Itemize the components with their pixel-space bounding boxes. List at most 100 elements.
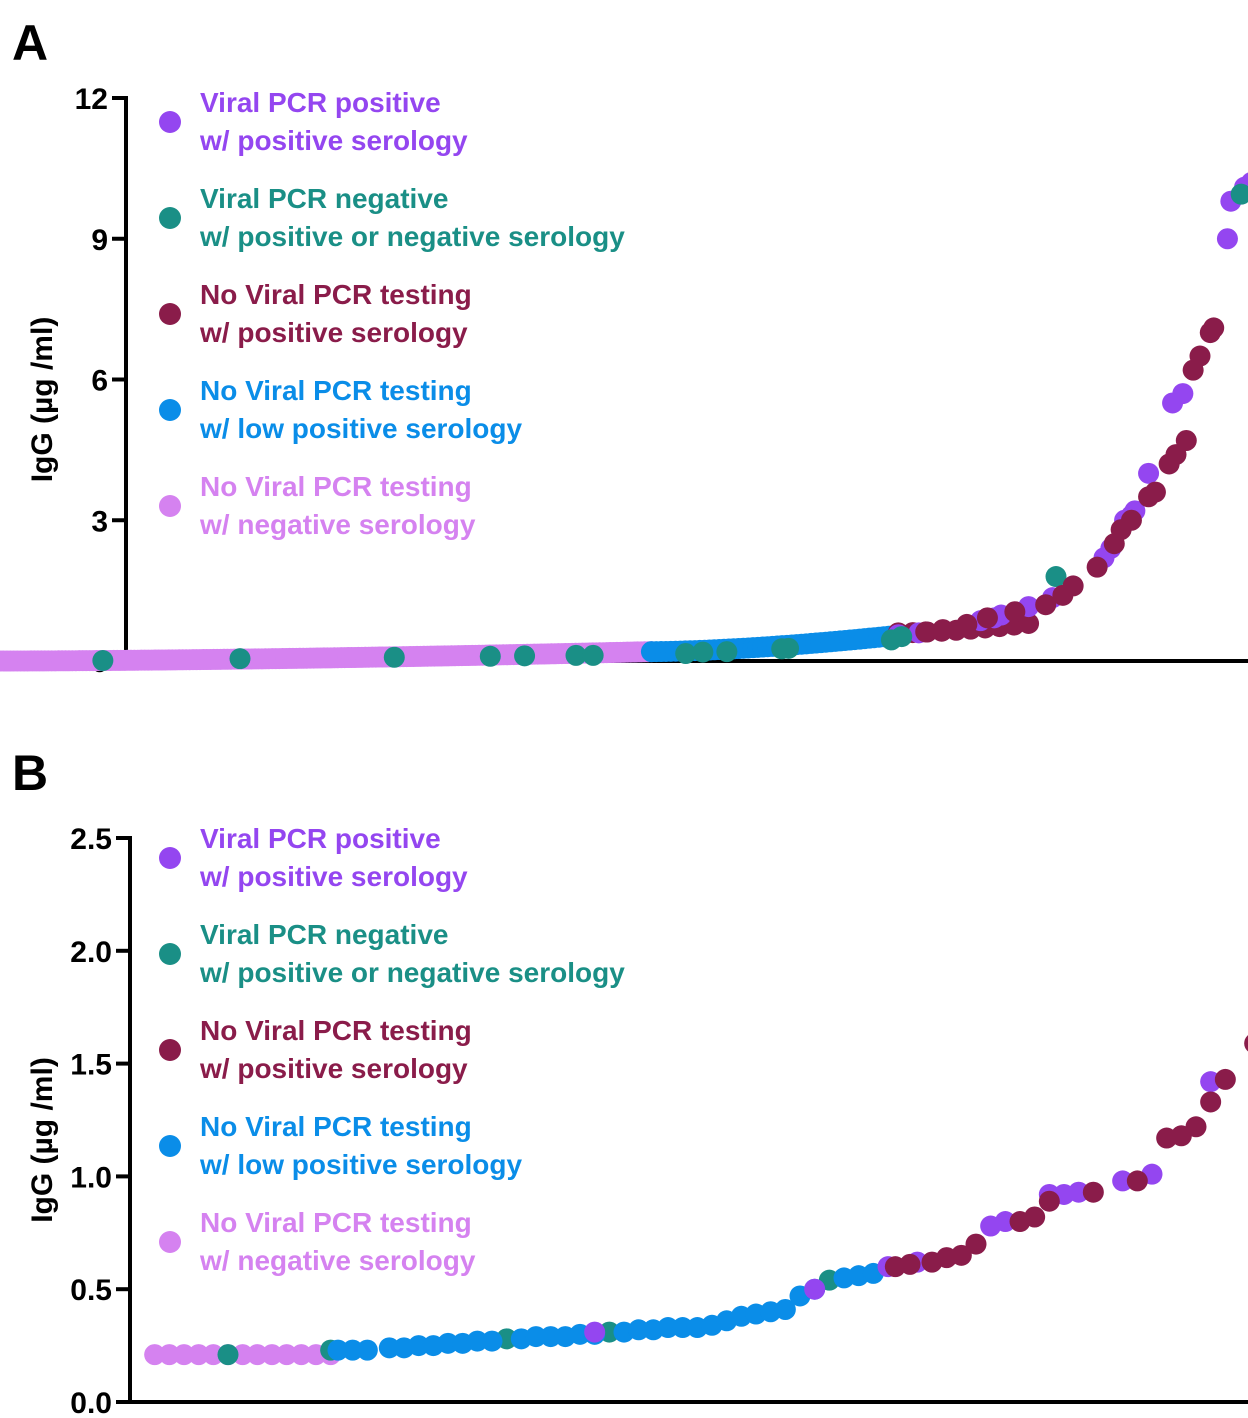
legend-label-line1: No Viral PCR testing [200, 1015, 472, 1046]
data-point [657, 1317, 679, 1339]
data-point [976, 607, 998, 629]
data-point [437, 1332, 459, 1354]
data-point [1203, 317, 1225, 339]
data-point [276, 1344, 298, 1366]
data-point [188, 1344, 210, 1366]
data-point [290, 1344, 312, 1366]
data-points [144, 1035, 1248, 1366]
data-point [1144, 481, 1166, 503]
data-point [1120, 509, 1142, 531]
y-tick-label: 6 [91, 365, 108, 398]
legend-label-line2: w/ low positive serology [199, 1149, 522, 1180]
y-axis-title: IgG (µg /ml) [26, 317, 59, 483]
data-point [217, 1344, 239, 1366]
data-point [778, 637, 800, 659]
data-point [994, 1211, 1016, 1233]
legend-label-line1: No Viral PCR testing [200, 471, 472, 502]
data-point [1112, 1170, 1134, 1192]
data-point [584, 1321, 606, 1343]
y-tick-label: 3 [91, 505, 108, 538]
legend-marker [159, 207, 181, 229]
data-point [1068, 1181, 1090, 1203]
data-point [261, 1344, 283, 1366]
legend-label-line1: No Viral PCR testing [200, 1111, 472, 1142]
y-axis-title: IgG (µg /ml) [26, 1057, 59, 1223]
data-point [525, 1326, 547, 1348]
data-point [1200, 1091, 1222, 1113]
data-point [202, 1344, 224, 1366]
data-point [1189, 345, 1211, 367]
data-point [466, 1330, 488, 1352]
data-point [582, 644, 604, 666]
data-point [915, 621, 937, 643]
data-point [1185, 1116, 1207, 1138]
legend-label-line2: w/ negative serology [199, 1245, 476, 1276]
data-point [716, 641, 738, 663]
data-point [408, 1335, 430, 1357]
data-point [628, 1319, 650, 1341]
data-point [565, 644, 587, 666]
data-point [891, 626, 913, 648]
legend-marker [159, 111, 181, 133]
legend-label-line2: w/ low positive serology [199, 413, 522, 444]
data-point [246, 1344, 268, 1366]
data-point [1038, 1190, 1060, 1212]
data-point [158, 1344, 180, 1366]
legend-label-line2: w/ positive or negative serology [199, 957, 625, 988]
data-point [1035, 594, 1057, 616]
data-point [514, 645, 536, 667]
legend-marker [159, 1231, 181, 1253]
data-point [1045, 566, 1067, 588]
data-point [232, 1344, 254, 1366]
legend-marker [159, 399, 181, 421]
data-point [481, 1330, 503, 1352]
data-point [672, 1317, 694, 1339]
data-point [1062, 575, 1084, 597]
data-point [1172, 383, 1194, 405]
data-point [1126, 1170, 1148, 1192]
legend-label-line1: No Viral PCR testing [200, 279, 472, 310]
data-point [932, 619, 954, 641]
data-point [956, 613, 978, 635]
data-point [1244, 1035, 1248, 1052]
legend-marker [159, 943, 181, 965]
legend-label-line1: No Viral PCR testing [200, 1207, 472, 1238]
data-point [327, 1339, 349, 1361]
y-tick-label: 9 [91, 224, 108, 257]
panel-b-letter: B [12, 745, 48, 801]
data-point [1086, 556, 1108, 578]
y-tick-label: 0.5 [70, 1274, 112, 1307]
data-point [950, 1244, 972, 1266]
legend-marker [159, 303, 181, 325]
legend: Viral PCR positive w/ positive serology Vi… [159, 823, 625, 1276]
legend-label-line1: Viral PCR positive [200, 87, 441, 118]
y-tick-label: 2.0 [70, 936, 112, 969]
data-point [173, 1344, 195, 1366]
data-points [0, 172, 1248, 672]
legend-label-line2: w/ positive or negative serology [199, 221, 625, 252]
y-tick-label: 0.0 [70, 1387, 112, 1418]
legend-marker [159, 847, 181, 869]
legend-label-line1: Viral PCR negative [200, 183, 448, 214]
legend-label-line2: w/ positive serology [199, 125, 468, 156]
data-point [356, 1339, 378, 1361]
legend-label-line2: w/ positive serology [199, 1053, 468, 1084]
y-tick-label: 1.5 [70, 1049, 112, 1082]
data-point [479, 645, 501, 667]
data-point [1024, 1206, 1046, 1228]
legend: Viral PCR positive w/ positive serology Vi… [159, 87, 625, 540]
data-point [965, 1233, 987, 1255]
data-point [383, 646, 405, 668]
data-point [1138, 462, 1160, 484]
panel-a-letter: A [12, 15, 48, 71]
data-point [540, 1326, 562, 1348]
data-point [1175, 429, 1197, 451]
data-point [1018, 612, 1040, 634]
legend-label-line1: No Viral PCR testing [200, 375, 472, 406]
data-point [378, 1337, 400, 1359]
data-point [342, 1339, 364, 1361]
y-tick-label: 2.5 [70, 823, 112, 856]
legend-label-line2: w/ negative serology [199, 509, 476, 540]
data-point [1216, 228, 1238, 250]
